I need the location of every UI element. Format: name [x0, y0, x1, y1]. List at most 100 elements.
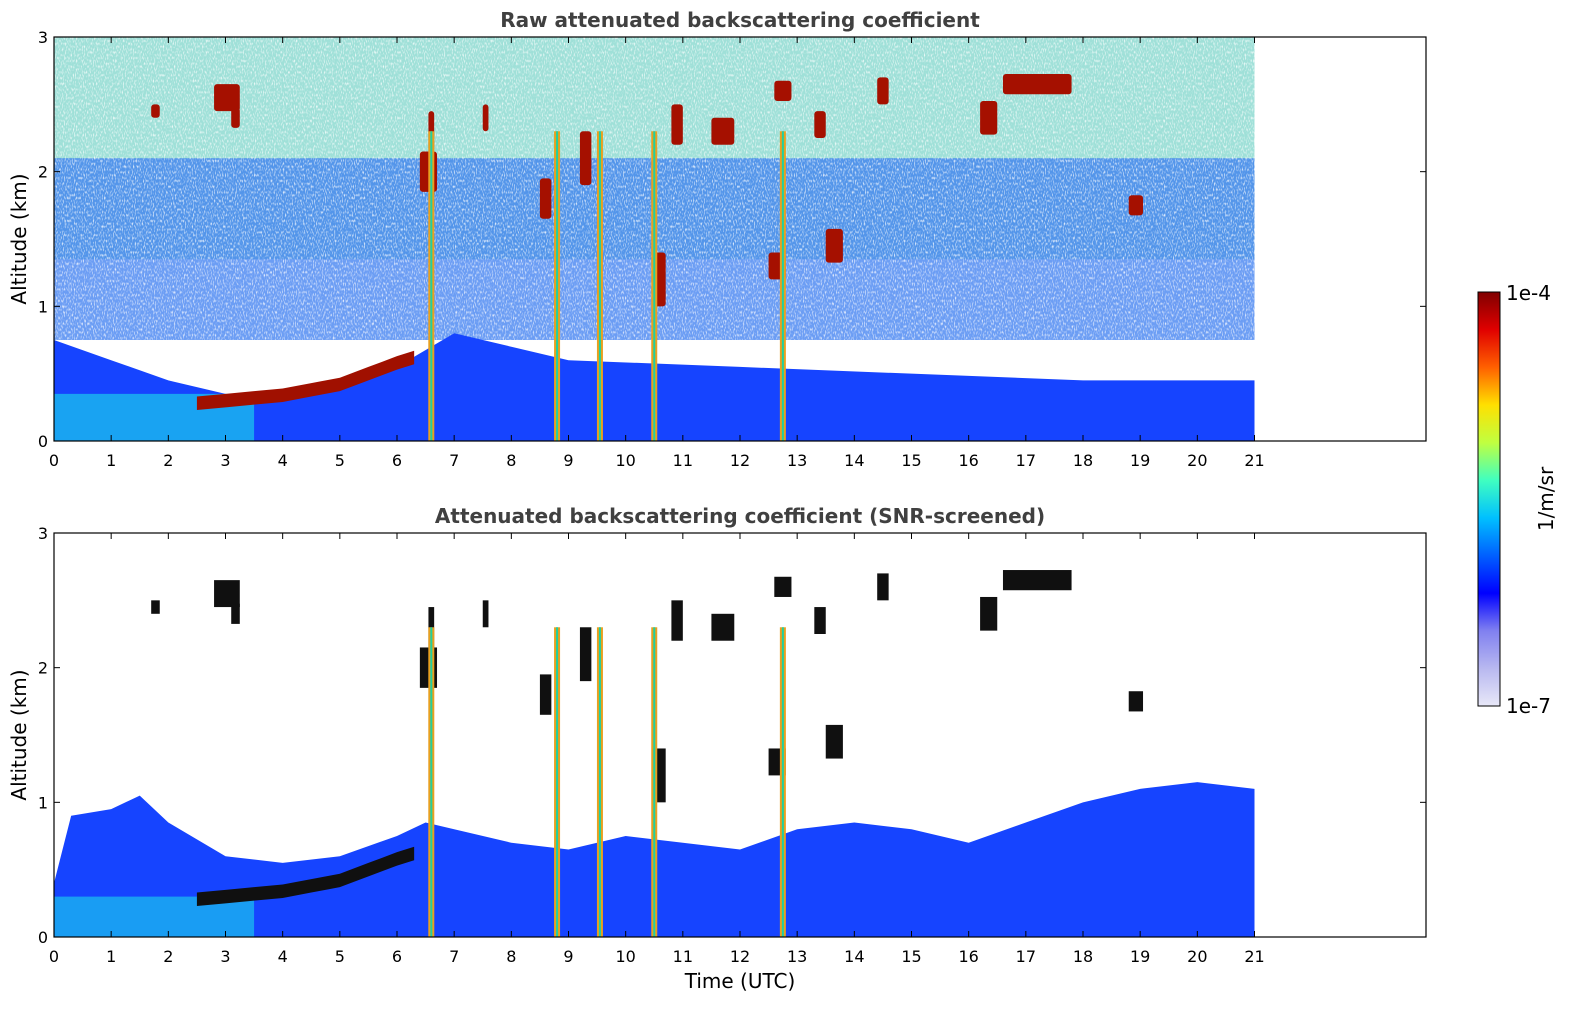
cloud-patch: [825, 724, 843, 759]
cloud-patch: [654, 748, 666, 803]
x-tick-label: 1: [106, 947, 116, 966]
cloud-patch: [774, 576, 792, 597]
cloud-patch: [231, 603, 240, 624]
x-tick-label: 0: [49, 451, 59, 470]
x-tick-label: 2: [163, 947, 173, 966]
cloud-patch: [539, 178, 552, 219]
panel-screened-x-ticks: 0 1 2 3 4 5 6 7 8 9 10 11 12 13 14 15 16 17 18 19 20 21: [49, 533, 1265, 966]
precipitation-core: [598, 131, 601, 441]
colorbar: 1e-4 1e-7 1/m/sr: [1477, 281, 1558, 718]
x-tick-label: 20: [1187, 451, 1207, 470]
x-tick-label: 6: [392, 947, 402, 966]
panel-raw-x-ticks: 0 1 2 3 4 5 6 7 8 9 10 11 12 13 14 15 16 17 18 19 20 21: [49, 37, 1265, 470]
x-tick-label: 13: [787, 947, 807, 966]
cloud-patch: [877, 77, 889, 105]
cloud-patch: [214, 580, 240, 608]
x-tick-label: 4: [278, 451, 288, 470]
x-tick-label: 14: [844, 451, 864, 470]
cloud-patch: [980, 100, 998, 135]
colorbar-max-label: 1e-4: [1506, 281, 1551, 305]
x-tick-label: 20: [1187, 947, 1207, 966]
y-tick-label: 1: [38, 297, 48, 316]
precipitation-core: [430, 627, 433, 937]
x-tick-label: 19: [1130, 451, 1150, 470]
cloud-patch: [151, 600, 160, 614]
aerosol-layer: [196, 846, 415, 907]
x-tick-label: 17: [1016, 947, 1036, 966]
cloud-patch: [1002, 74, 1072, 95]
cloud-patch: [814, 111, 826, 138]
x-tick-label: 13: [787, 451, 807, 470]
cloud-patch: [711, 117, 735, 145]
panel-screened: Attenuated backscattering coefficient (S…: [7, 504, 1427, 993]
x-tick-label: 21: [1244, 947, 1264, 966]
x-tick-label: 0: [49, 947, 59, 966]
y-tick-label: 2: [38, 163, 48, 182]
x-tick-label: 12: [730, 451, 750, 470]
x-tick-label: 5: [335, 451, 345, 470]
x-tick-label: 15: [901, 947, 921, 966]
y-tick-label: 3: [38, 28, 48, 47]
colorbar-min-label: 1e-7: [1506, 694, 1551, 718]
x-tick-label: 10: [615, 947, 635, 966]
x-tick-label: 3: [220, 451, 230, 470]
x-tick-label: 9: [563, 947, 573, 966]
aerosol-layer: [196, 350, 415, 411]
y-tick-label: 3: [38, 524, 48, 543]
x-tick-label: 19: [1130, 947, 1150, 966]
panel-screened-plot: [54, 570, 1255, 937]
x-tick-label: 8: [506, 451, 516, 470]
panel-raw-plot: [54, 37, 1255, 441]
cloud-patch: [825, 228, 843, 263]
cloud-patch: [579, 627, 592, 682]
y-tick-label: 1: [38, 793, 48, 812]
panel-screened-y-ticks: 0 1 2 3: [38, 524, 1426, 947]
x-tick-label: 7: [449, 451, 459, 470]
x-tick-label: 5: [335, 947, 345, 966]
cloud-patch: [482, 104, 489, 132]
x-tick-label: 16: [958, 451, 978, 470]
panel-raw-y-ticks: 0 1 2 3: [38, 28, 1426, 451]
colorbar-gradient: [1478, 292, 1500, 706]
precipitation-core: [556, 131, 559, 441]
x-tick-label: 11: [673, 947, 693, 966]
cloud-patch: [877, 573, 889, 601]
panel-raw-ylabel: Altitude (km): [7, 173, 31, 304]
x-tick-label: 12: [730, 947, 750, 966]
x-tick-label: 9: [563, 451, 573, 470]
precipitation-core: [653, 627, 656, 937]
x-tick-label: 16: [958, 947, 978, 966]
cloud-patch: [774, 80, 792, 101]
cloud-patch: [539, 674, 552, 715]
precipitation-core: [781, 131, 784, 441]
y-tick-label: 0: [38, 928, 48, 947]
cloud-patch: [671, 104, 683, 145]
cloud-patch: [1002, 570, 1072, 591]
x-tick-label: 17: [1016, 451, 1036, 470]
cloud-patch: [814, 607, 826, 634]
x-tick-label: 3: [220, 947, 230, 966]
panel-screened-title: Attenuated backscattering coefficient (S…: [435, 504, 1045, 528]
cloud-patch: [671, 600, 683, 641]
x-tick-label: 18: [1073, 947, 1093, 966]
cloud-patch: [214, 84, 240, 112]
x-tick-label: 4: [278, 947, 288, 966]
x-tick-label: 10: [615, 451, 635, 470]
precipitation-core: [556, 627, 559, 937]
precipitation-core: [781, 627, 784, 937]
cloud-patch: [579, 131, 592, 186]
x-tick-label: 14: [844, 947, 864, 966]
x-tick-label: 18: [1073, 451, 1093, 470]
x-tick-label: 21: [1244, 451, 1264, 470]
y-tick-label: 0: [38, 432, 48, 451]
cloud-patch: [1128, 691, 1144, 712]
cloud-patch: [151, 104, 160, 118]
panel-screened-ylabel: Altitude (km): [7, 669, 31, 800]
cloud-patch: [1128, 195, 1144, 216]
panel-screened-xlabel: Time (UTC): [684, 969, 796, 993]
cloud-patch: [482, 600, 489, 628]
precipitation-core: [430, 131, 433, 441]
colorbar-unit-label: 1/m/sr: [1534, 466, 1558, 531]
x-tick-label: 6: [392, 451, 402, 470]
